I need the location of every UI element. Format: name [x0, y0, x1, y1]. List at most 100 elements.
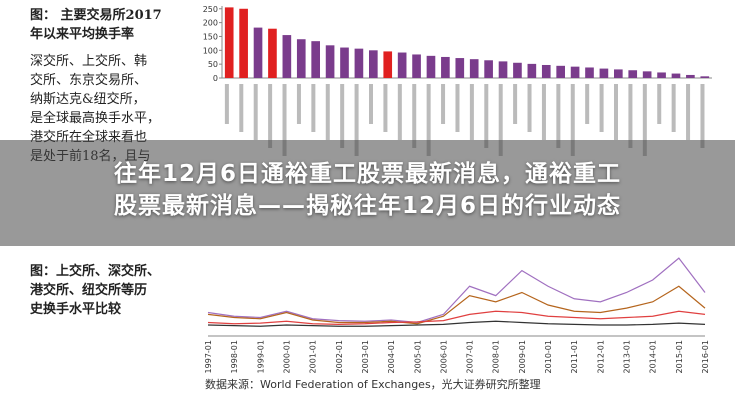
bar — [412, 54, 421, 78]
text-line: 港交所、纽交所等历 — [30, 283, 148, 298]
label-placeholder — [671, 84, 676, 132]
bar — [369, 50, 378, 78]
y-tick-label: 50 — [208, 60, 218, 69]
bar — [671, 73, 681, 78]
bar — [383, 51, 393, 78]
bar — [253, 27, 263, 79]
bar — [340, 47, 349, 78]
x-tick-label: 1998-01 — [230, 340, 239, 373]
label-placeholder — [412, 84, 417, 148]
text-line: 纳斯达克&纽交所， — [30, 92, 146, 107]
x-tick-label: 2002-01 — [335, 340, 344, 373]
top-title: 年以来平均换手率 — [30, 27, 135, 42]
bar — [642, 71, 652, 78]
label-placeholder — [311, 84, 316, 132]
bar — [585, 67, 594, 78]
bar — [354, 48, 364, 78]
bar — [311, 41, 320, 78]
x-tick-label: 2012-01 — [596, 340, 605, 373]
label-placeholder — [441, 84, 446, 124]
label-placeholder — [397, 84, 402, 140]
y-tick-label: 0 — [213, 74, 218, 83]
bar — [527, 63, 537, 78]
label-placeholder — [541, 84, 546, 140]
x-tick-label: 1997-01 — [204, 340, 213, 373]
bar — [296, 39, 306, 78]
bar — [484, 60, 493, 78]
text-line: 图：上交所、深交所、 — [30, 264, 161, 279]
line — [207, 285, 706, 325]
line — [207, 310, 706, 325]
bar — [628, 70, 638, 78]
bar — [282, 35, 292, 78]
bar — [657, 72, 666, 78]
label-placeholder — [455, 84, 460, 132]
x-tick-label: 1999-01 — [256, 340, 265, 373]
label-placeholder — [657, 84, 662, 124]
bar — [513, 62, 522, 78]
y-tick-label: 250 — [203, 5, 218, 14]
label-placeholder — [614, 84, 618, 140]
x-tick-label: 2007-01 — [466, 340, 475, 373]
label-placeholder — [513, 84, 518, 124]
label-placeholder — [469, 84, 474, 140]
x-tick-label: 2005-01 — [413, 340, 422, 373]
bar — [614, 69, 623, 78]
label-placeholder — [383, 84, 388, 132]
bar — [455, 58, 465, 78]
bar — [498, 61, 508, 78]
bar — [268, 28, 277, 78]
bar — [239, 8, 248, 78]
line — [207, 320, 706, 327]
label-placeholder — [296, 84, 301, 124]
text-line: 深交所、上交所、韩 — [30, 54, 148, 69]
bar — [469, 59, 479, 78]
label-placeholder — [369, 84, 373, 124]
label-placeholder — [585, 84, 590, 124]
x-tick-label: 2008-01 — [492, 340, 501, 373]
x-tick-label: 2006-01 — [439, 340, 448, 373]
label-placeholder — [570, 84, 575, 156]
line — [207, 257, 706, 324]
x-tick-label: 2004-01 — [387, 340, 396, 373]
x-tick-label: 2010-01 — [544, 340, 553, 373]
bar — [541, 64, 551, 78]
bar — [224, 7, 234, 79]
label-placeholder — [224, 84, 229, 124]
label-placeholder — [686, 84, 691, 140]
bottom-text: 图：上交所、深交所、 港交所、纽交所等历 史换手水平比较 — [30, 262, 160, 319]
text-line: 是全球最高换手水平， — [30, 111, 161, 126]
bar — [426, 55, 436, 78]
bar — [325, 45, 335, 78]
text-line: 史换手水平比较 — [30, 302, 122, 317]
x-tick-label: 2009-01 — [518, 340, 527, 373]
label-placeholder — [354, 84, 359, 156]
text-line: 交所、东京交易所、 — [30, 73, 148, 88]
y-tick-label: 150 — [203, 32, 218, 41]
bar — [599, 68, 609, 78]
y-tick-label: 100 — [203, 46, 218, 55]
bar — [397, 52, 407, 78]
bar — [700, 76, 710, 78]
headline-line: 往年12月6日通裕重工股票最新消息，通裕重工 — [113, 161, 621, 187]
label-placeholder — [325, 84, 330, 140]
x-tick-label: 2001-01 — [309, 340, 318, 373]
label-placeholder — [426, 84, 431, 156]
x-tick-label: 2003-01 — [361, 340, 370, 373]
label-placeholder — [599, 84, 604, 132]
label-placeholder — [484, 84, 489, 148]
bar — [570, 66, 580, 78]
label-placeholder — [556, 84, 561, 148]
label-placeholder — [527, 84, 532, 132]
x-tick-label: 2016-01 — [701, 340, 710, 373]
x-tick-label: 2000-01 — [282, 340, 291, 373]
label-placeholder — [498, 84, 503, 156]
bar — [441, 56, 450, 78]
label-placeholder — [253, 84, 258, 140]
bar — [556, 65, 565, 78]
y-tick-label: 200 — [203, 19, 218, 28]
label-placeholder — [340, 84, 345, 148]
headline-line: 股票最新消息——揭秘往年12月6日的行业动态 — [113, 193, 621, 219]
label-placeholder — [268, 84, 273, 148]
